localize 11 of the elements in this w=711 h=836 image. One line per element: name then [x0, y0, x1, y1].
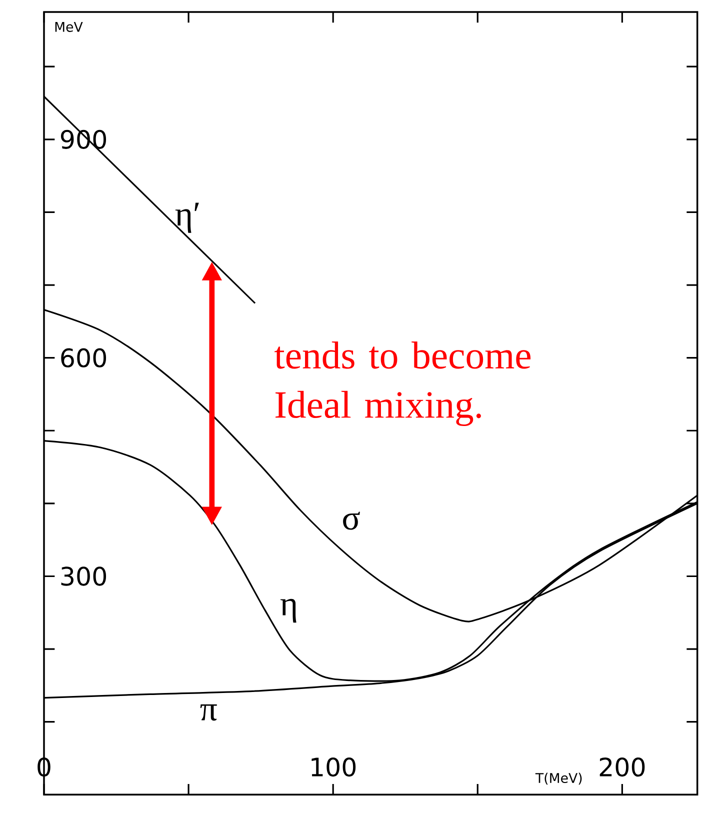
y-tick-label: 600 [61, 348, 106, 368]
series-label: π [200, 704, 217, 721]
x-tick-label: 200 [600, 757, 644, 777]
series-label: η [280, 598, 296, 623]
series-label: σ [342, 512, 360, 530]
y-axis-title: MeV [55, 22, 83, 32]
annotation: tends to become Ideal mixing. [274, 342, 530, 426]
y-tick-label: 300 [61, 566, 106, 586]
x-axis-title: T(MeV) [535, 772, 582, 785]
x-tick-label: 100 [312, 757, 356, 777]
series-label: η′ [175, 202, 199, 233]
